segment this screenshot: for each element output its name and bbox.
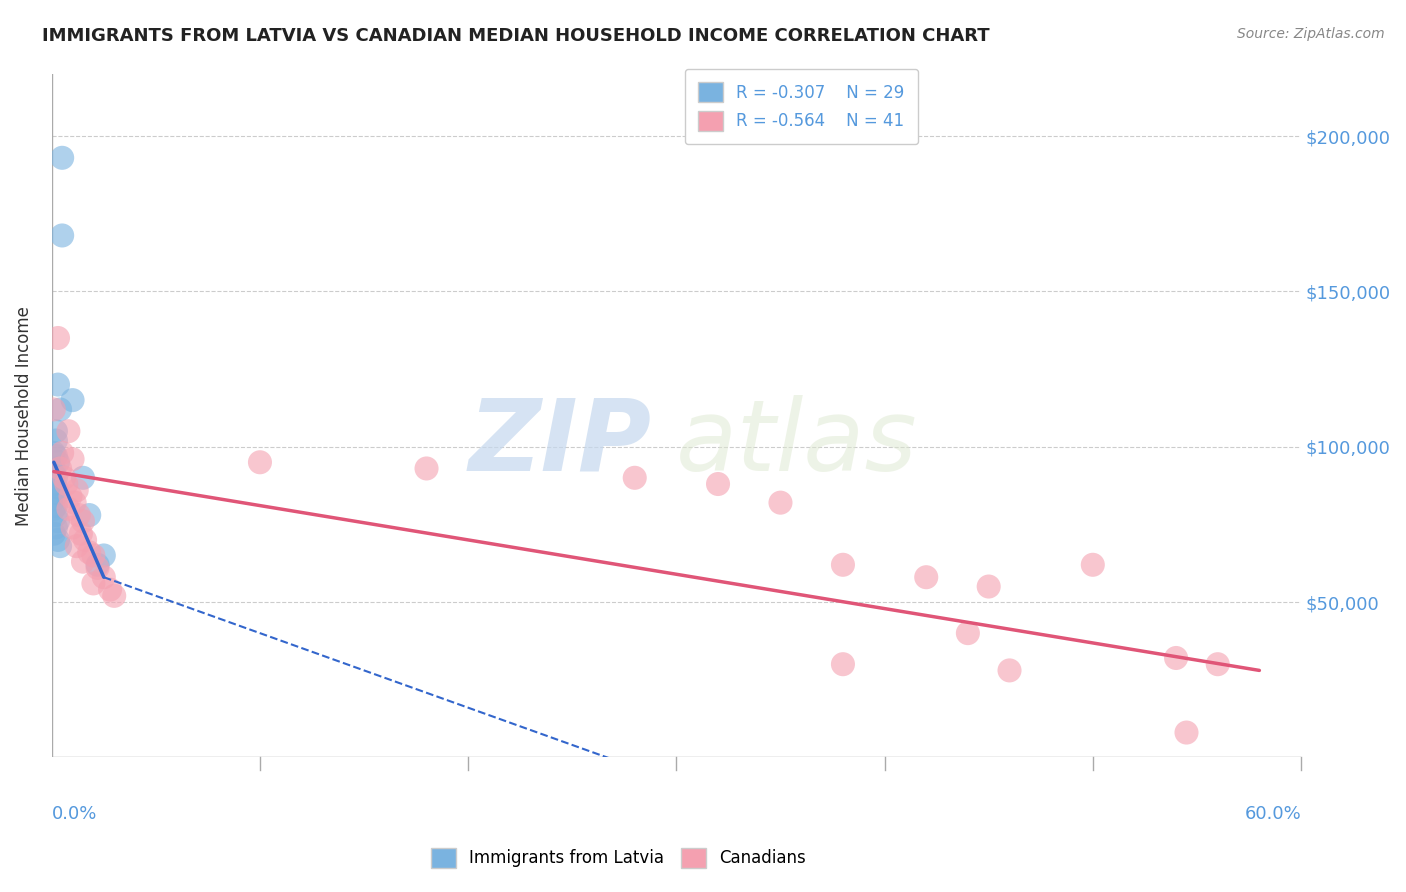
Point bbox=[62, 520, 84, 534]
Point bbox=[998, 664, 1021, 678]
Point bbox=[63, 496, 86, 510]
Point bbox=[42, 526, 65, 541]
Text: 0.0%: 0.0% bbox=[52, 805, 97, 823]
Point bbox=[75, 533, 97, 547]
Point bbox=[1175, 725, 1198, 739]
Point bbox=[77, 545, 100, 559]
Point bbox=[832, 657, 855, 672]
Point bbox=[72, 555, 94, 569]
Point bbox=[86, 561, 108, 575]
Point bbox=[66, 483, 89, 498]
Point bbox=[82, 576, 104, 591]
Point bbox=[93, 570, 115, 584]
Point bbox=[93, 549, 115, 563]
Point bbox=[67, 508, 90, 522]
Point bbox=[45, 424, 67, 438]
Point bbox=[1164, 651, 1187, 665]
Point bbox=[53, 471, 76, 485]
Point bbox=[72, 514, 94, 528]
Point bbox=[46, 486, 69, 500]
Point bbox=[72, 471, 94, 485]
Legend: R = -0.307    N = 29, R = -0.564    N = 41: R = -0.307 N = 29, R = -0.564 N = 41 bbox=[685, 69, 918, 145]
Point bbox=[103, 589, 125, 603]
Point bbox=[1206, 657, 1229, 672]
Point bbox=[45, 499, 67, 513]
Text: atlas: atlas bbox=[676, 394, 918, 491]
Text: IMMIGRANTS FROM LATVIA VS CANADIAN MEDIAN HOUSEHOLD INCOME CORRELATION CHART: IMMIGRANTS FROM LATVIA VS CANADIAN MEDIA… bbox=[42, 27, 990, 45]
Point bbox=[62, 393, 84, 408]
Point bbox=[42, 492, 65, 507]
Point bbox=[42, 402, 65, 417]
Point bbox=[42, 461, 65, 475]
Point bbox=[49, 539, 72, 553]
Point bbox=[45, 508, 67, 522]
Point bbox=[86, 558, 108, 572]
Point bbox=[58, 424, 80, 438]
Text: 60.0%: 60.0% bbox=[1244, 805, 1301, 823]
Point bbox=[49, 402, 72, 417]
Point bbox=[59, 490, 82, 504]
Point bbox=[623, 471, 645, 485]
Point bbox=[42, 477, 65, 491]
Point bbox=[45, 480, 67, 494]
Point bbox=[51, 151, 73, 165]
Point bbox=[46, 455, 69, 469]
Point bbox=[55, 477, 77, 491]
Text: ZIP: ZIP bbox=[468, 394, 651, 491]
Point bbox=[46, 331, 69, 345]
Point bbox=[45, 449, 67, 463]
Point bbox=[51, 228, 73, 243]
Point bbox=[45, 434, 67, 448]
Point bbox=[46, 533, 69, 547]
Point bbox=[415, 461, 437, 475]
Point bbox=[45, 471, 67, 485]
Y-axis label: Median Household Income: Median Household Income bbox=[15, 306, 32, 525]
Point bbox=[707, 477, 730, 491]
Point bbox=[42, 467, 65, 482]
Point bbox=[956, 626, 979, 640]
Point bbox=[66, 539, 89, 553]
Point bbox=[915, 570, 938, 584]
Point bbox=[46, 514, 69, 528]
Point bbox=[249, 455, 271, 469]
Point bbox=[98, 582, 121, 597]
Point bbox=[977, 580, 1000, 594]
Point bbox=[62, 452, 84, 467]
Legend: Immigrants from Latvia, Canadians: Immigrants from Latvia, Canadians bbox=[425, 841, 813, 875]
Point bbox=[45, 520, 67, 534]
Point bbox=[77, 508, 100, 522]
Point bbox=[832, 558, 855, 572]
Point bbox=[42, 446, 65, 460]
Text: Source: ZipAtlas.com: Source: ZipAtlas.com bbox=[1237, 27, 1385, 41]
Point bbox=[49, 461, 72, 475]
Point bbox=[1081, 558, 1104, 572]
Point bbox=[42, 501, 65, 516]
Point bbox=[70, 526, 93, 541]
Point bbox=[51, 446, 73, 460]
Point bbox=[58, 501, 80, 516]
Point bbox=[46, 377, 69, 392]
Point bbox=[769, 496, 792, 510]
Point bbox=[82, 549, 104, 563]
